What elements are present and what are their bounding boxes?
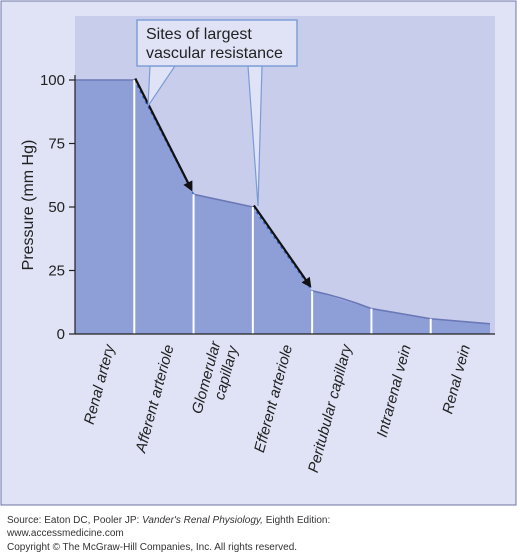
callout-line-2: vascular resistance [146, 45, 283, 62]
source-label: Source: Eaton DC, Pooler JP: [7, 515, 142, 526]
source-edition: Eighth Edition: [263, 515, 330, 526]
y-tick-label: 0 [57, 326, 65, 343]
y-tick-label: 25 [48, 263, 65, 280]
source-url: www.accessmedicine.com [7, 527, 124, 540]
source-book: Vander's Renal Physiology, [142, 515, 263, 526]
copyright: Copyright © The McGraw-Hill Companies, I… [7, 541, 297, 554]
source-line: Source: Eaton DC, Pooler JP: Vander's Re… [7, 514, 330, 527]
y-tick-label: 100 [40, 72, 65, 89]
y-tick-label: 50 [48, 199, 65, 216]
callout-line-1: Sites of largest [146, 26, 252, 43]
y-axis-label: Pressure (mm Hg) [20, 140, 37, 271]
y-tick-label: 75 [48, 136, 65, 153]
